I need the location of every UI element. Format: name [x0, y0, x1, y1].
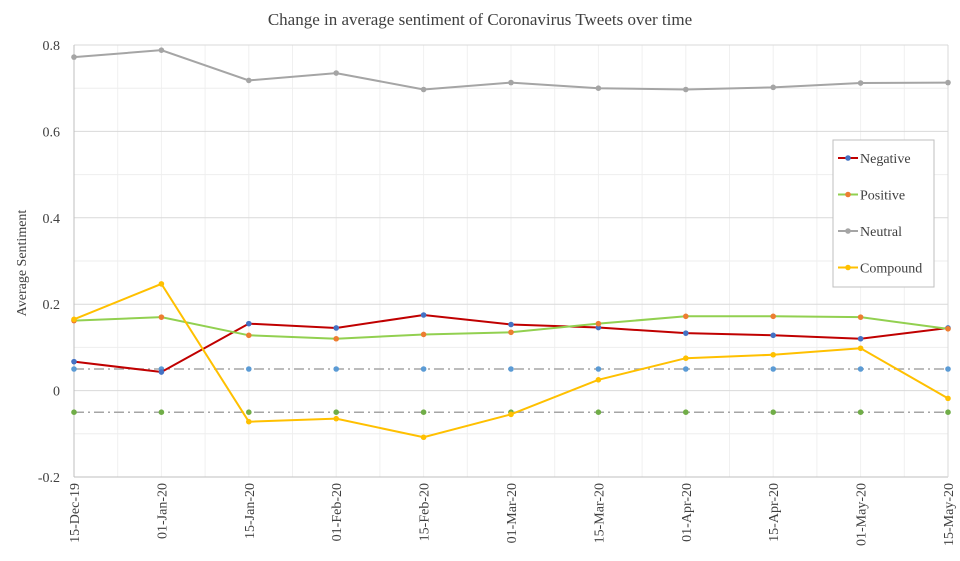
series-point-positive — [158, 314, 165, 320]
y-axis-label: Average Sentiment — [15, 210, 30, 317]
series-point-positive — [945, 326, 951, 332]
reference-marker — [857, 409, 864, 416]
y-tick-label: -0.2 — [38, 471, 60, 486]
chart-title: Change in average sentiment of Coronavir… — [268, 10, 692, 29]
series-point-negative — [158, 369, 165, 375]
legend: Negative Positive Neutral Compound — [832, 139, 935, 288]
series-point-neutral — [508, 79, 514, 86]
reference-marker — [71, 409, 77, 416]
reference-marker — [595, 409, 602, 416]
series-point-positive — [508, 329, 514, 336]
series-point-compound — [595, 377, 602, 383]
legend-label-compound: Compound — [860, 262, 922, 277]
x-tick-label: 15-May-20 — [942, 483, 957, 546]
reference-marker — [420, 409, 427, 416]
series-point-compound — [508, 411, 514, 418]
series-point-neutral — [420, 86, 427, 93]
x-tick-label: 15-Apr-20 — [767, 483, 782, 542]
series-point-compound — [71, 316, 77, 323]
x-tick-label: 15-Dec-19 — [68, 483, 83, 543]
series-point-negative — [333, 325, 340, 331]
reference-marker — [420, 366, 427, 372]
y-tick-label: 0.4 — [43, 212, 61, 227]
legend-marker-positive — [845, 191, 851, 198]
x-tick-label: 01-Mar-20 — [505, 483, 520, 543]
series-point-neutral — [333, 70, 340, 76]
series-point-neutral — [71, 54, 77, 60]
series-point-positive — [333, 335, 340, 342]
series-point-neutral — [158, 47, 165, 53]
series-point-compound — [333, 415, 340, 422]
series-point-compound — [158, 281, 165, 287]
series-point-negative — [71, 358, 77, 365]
series-point-negative — [246, 320, 252, 327]
series-point-compound — [857, 345, 864, 352]
axes — [73, 45, 949, 478]
legend-label-positive: Positive — [860, 189, 905, 204]
legend-marker-neutral — [845, 228, 851, 234]
series-point-negative — [770, 332, 776, 339]
y-tick-label: 0.6 — [43, 125, 61, 140]
reference-marker — [683, 366, 689, 372]
x-tick-label: 15-Jan-20 — [243, 483, 258, 539]
x-tick-label: 15-Mar-20 — [592, 483, 607, 543]
legend-marker-compound — [845, 264, 851, 271]
series-point-positive — [246, 332, 252, 339]
reference-marker — [595, 366, 602, 372]
series-point-positive — [857, 314, 864, 320]
series-point-compound — [770, 351, 776, 358]
series-point-compound — [246, 418, 252, 425]
tick-labels: -0.2 0 0.2 0.4 0.6 0.8 15-Dec-19 01-Jan-20 15-Ja… — [38, 39, 957, 546]
series-lines — [71, 47, 951, 441]
legend-marker-negative — [845, 155, 851, 161]
series-point-negative — [508, 321, 514, 328]
series-point-negative — [420, 312, 427, 318]
reference-marker — [71, 366, 77, 372]
reference-marker — [246, 366, 252, 372]
y-tick-label: 0.8 — [43, 39, 61, 54]
series-point-neutral — [770, 84, 776, 91]
legend-box — [832, 139, 935, 288]
reference-marker — [857, 366, 864, 372]
series-point-positive — [770, 313, 776, 320]
series-point-neutral — [595, 85, 602, 91]
reference-marker — [683, 409, 689, 416]
series-point-neutral — [857, 80, 864, 86]
series-point-compound — [945, 395, 951, 402]
series-point-compound — [683, 355, 689, 362]
x-tick-label: 01-Jan-20 — [155, 483, 170, 539]
reference-marker — [158, 409, 165, 416]
x-tick-label: 01-May-20 — [855, 483, 870, 546]
reference-marker — [945, 366, 951, 372]
series-point-negative — [683, 330, 689, 336]
reference-marker — [333, 366, 340, 372]
series-point-positive — [683, 313, 689, 320]
series-point-neutral — [246, 77, 252, 84]
legend-label-neutral: Neutral — [860, 225, 902, 240]
y-tick-label: 0.2 — [43, 298, 61, 313]
reference-marker — [945, 409, 951, 416]
reference-marker — [770, 366, 776, 372]
reference-marker — [246, 409, 252, 416]
series-point-positive — [595, 320, 602, 327]
x-tick-label: 15-Feb-20 — [418, 483, 433, 541]
reference-marker — [508, 366, 514, 372]
reference-marker — [333, 409, 340, 416]
legend-label-negative: Negative — [860, 152, 911, 167]
series-point-positive — [420, 331, 427, 338]
series-point-neutral — [945, 79, 951, 86]
series-point-negative — [857, 335, 864, 342]
y-tick-label: 0 — [53, 385, 60, 400]
reference-marker — [770, 409, 776, 416]
x-tick-label: 01-Feb-20 — [330, 483, 345, 541]
series-point-compound — [420, 434, 427, 441]
series-point-neutral — [683, 86, 689, 93]
series-point-negative — [595, 324, 602, 331]
x-tick-label: 01-Apr-20 — [680, 483, 695, 542]
